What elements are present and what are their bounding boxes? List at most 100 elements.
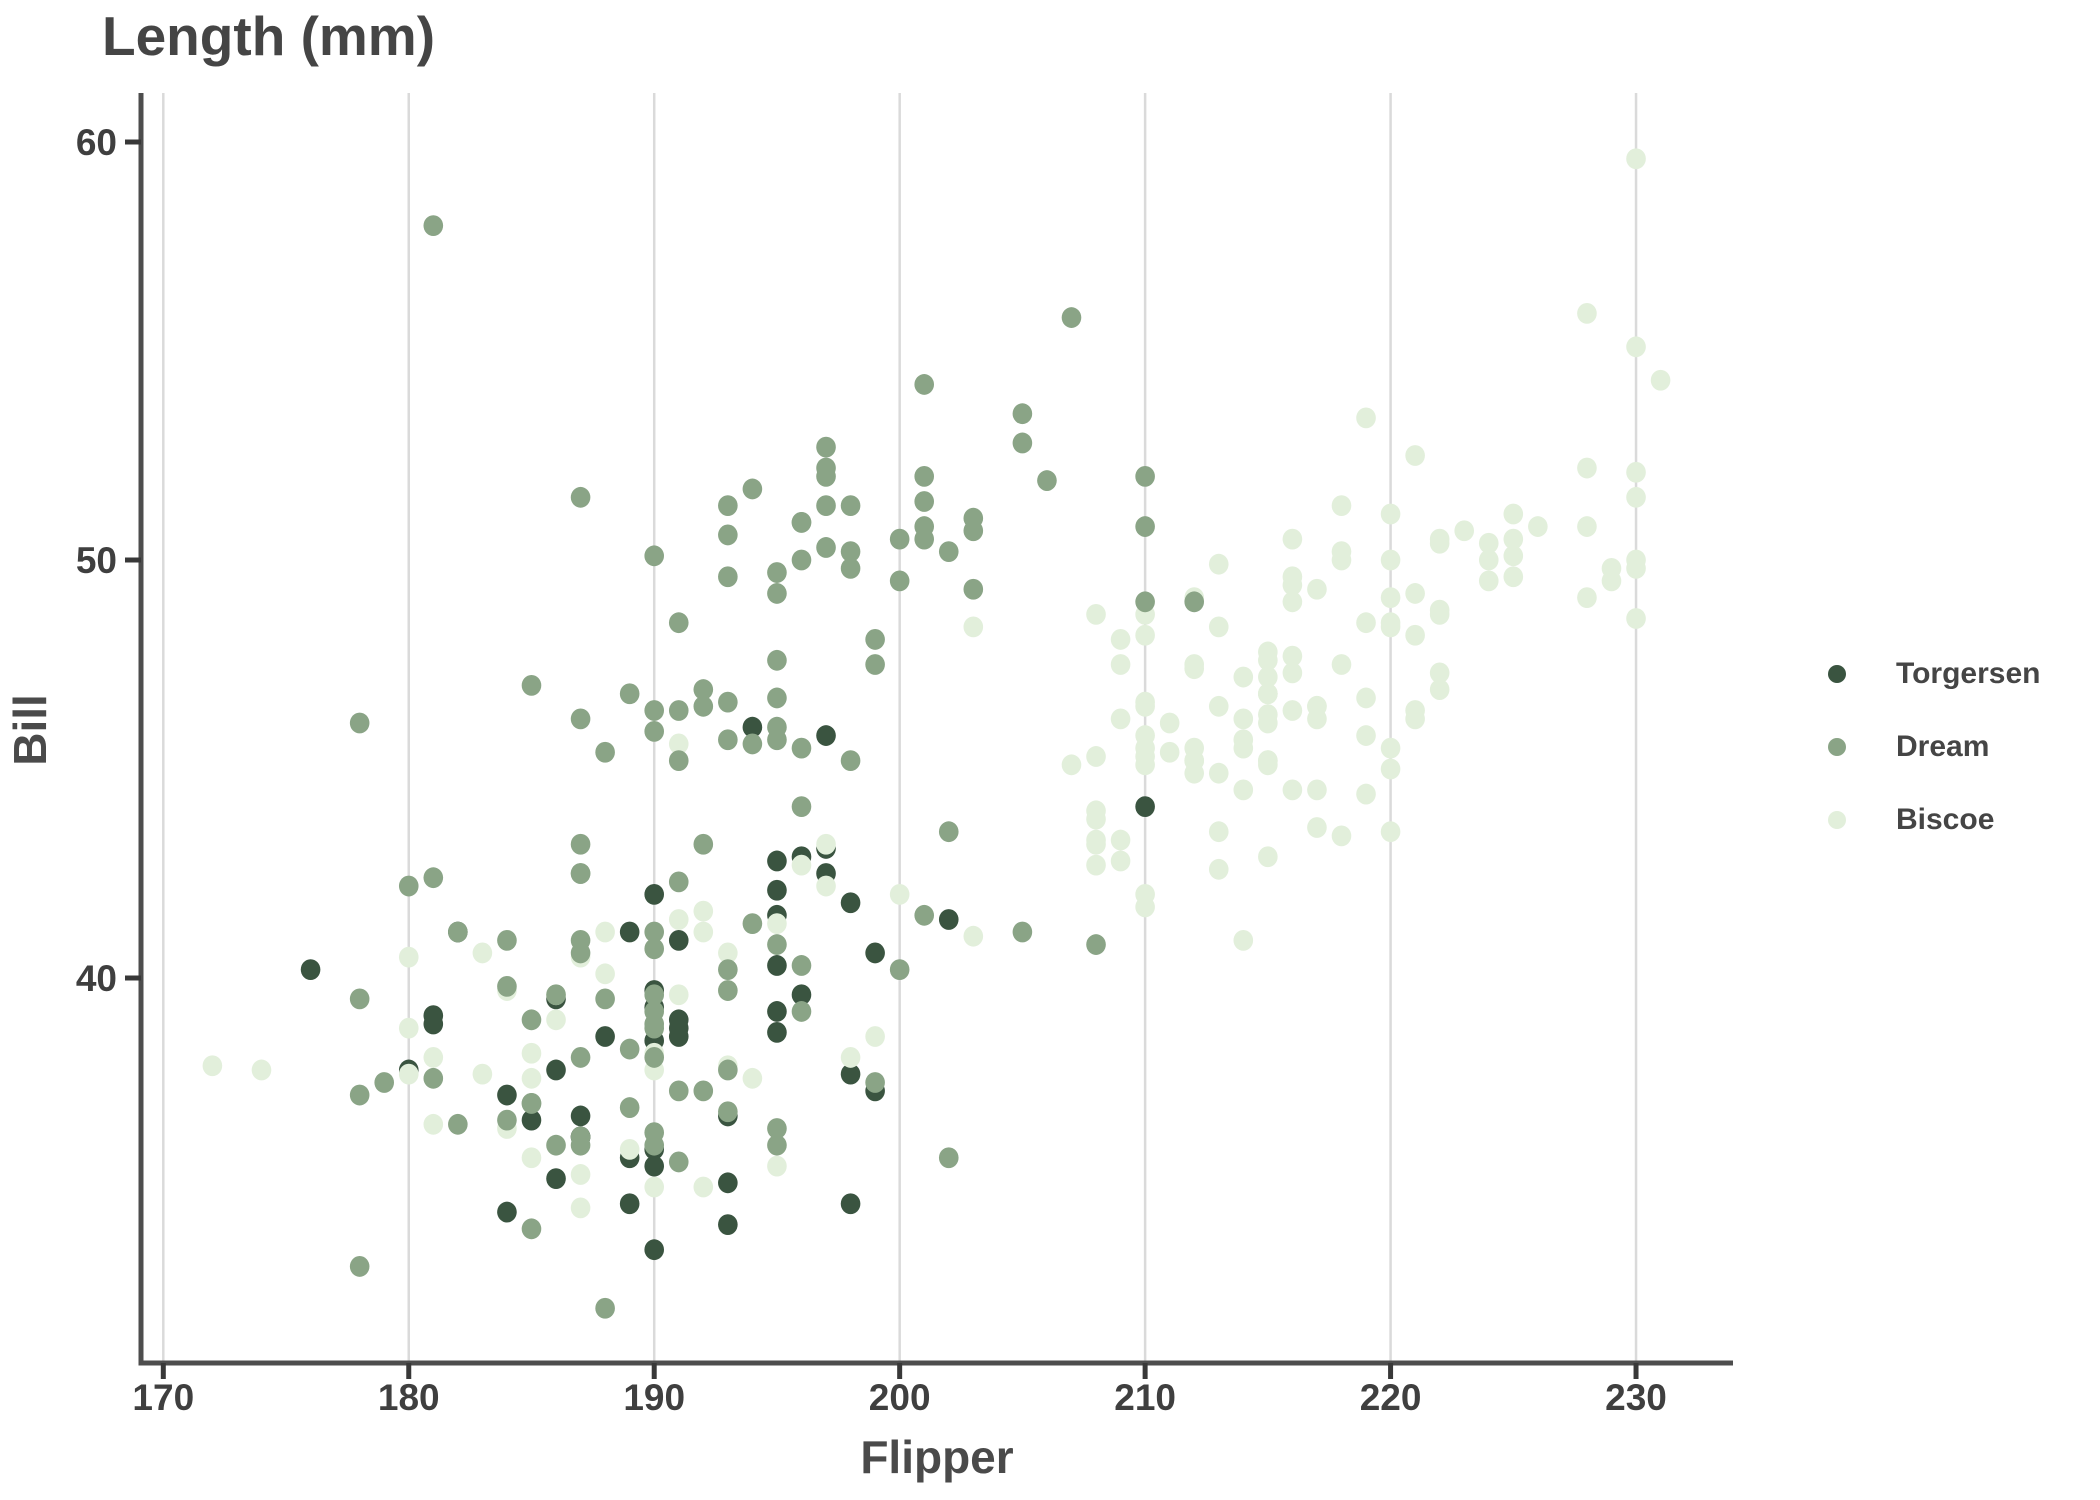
data-point xyxy=(840,750,861,772)
data-point xyxy=(1110,829,1131,851)
data-point xyxy=(1135,754,1155,776)
data-point xyxy=(619,1193,640,1215)
data-point xyxy=(1331,654,1352,675)
data-point xyxy=(1356,783,1376,805)
data-point xyxy=(1086,746,1106,767)
data-point xyxy=(644,984,665,1006)
data-point xyxy=(718,959,738,981)
data-point xyxy=(791,1001,812,1022)
data-point xyxy=(938,821,959,843)
data-point xyxy=(1233,729,1254,751)
x-axis-title: Flipper xyxy=(860,1431,1014,1483)
data-point xyxy=(644,1155,665,1177)
data-point xyxy=(1577,587,1597,609)
data-point xyxy=(767,1021,787,1043)
data-point xyxy=(497,975,517,997)
data-point xyxy=(644,938,665,960)
data-point xyxy=(816,457,836,479)
data-point xyxy=(423,1047,444,1068)
data-point xyxy=(1356,725,1376,746)
data-point xyxy=(619,683,640,705)
data-point xyxy=(546,1009,566,1031)
data-point xyxy=(767,913,787,935)
data-point xyxy=(202,1055,223,1077)
data-point xyxy=(1086,808,1106,830)
data-point xyxy=(1577,302,1597,324)
data-point xyxy=(644,545,665,567)
data-point xyxy=(1282,700,1303,721)
data-point xyxy=(816,725,836,746)
data-point xyxy=(1503,545,1524,567)
data-point xyxy=(1626,148,1646,170)
data-point xyxy=(865,1026,885,1047)
data-point xyxy=(521,1147,542,1169)
data-point xyxy=(693,1080,714,1102)
data-point xyxy=(1478,532,1499,554)
data-point xyxy=(546,984,566,1006)
data-point xyxy=(693,695,714,717)
data-point xyxy=(472,942,493,964)
data-point xyxy=(1429,599,1450,621)
x-tick-label: 200 xyxy=(869,1377,931,1418)
data-point xyxy=(570,1047,591,1068)
data-point xyxy=(1184,654,1205,675)
data-point xyxy=(1380,549,1401,571)
data-point xyxy=(1086,854,1106,876)
data-point xyxy=(865,1072,885,1093)
legend-label: Biscoe xyxy=(1896,803,1995,836)
data-point xyxy=(1429,679,1450,700)
data-point xyxy=(1307,779,1327,801)
data-point xyxy=(1110,654,1131,675)
data-point xyxy=(816,537,836,558)
data-point xyxy=(595,1026,615,1047)
data-point xyxy=(1626,486,1646,508)
data-point xyxy=(1258,750,1278,772)
data-point xyxy=(349,1256,370,1277)
data-point xyxy=(1135,516,1155,537)
data-point xyxy=(816,436,836,458)
data-point xyxy=(767,1155,787,1177)
data-point xyxy=(1282,662,1303,684)
data-point xyxy=(767,1001,787,1022)
data-point xyxy=(865,942,885,964)
data-point xyxy=(1110,708,1131,730)
data-point xyxy=(1626,461,1646,483)
data-point xyxy=(570,863,591,884)
data-point xyxy=(865,654,885,675)
data-point xyxy=(349,988,370,1010)
data-point xyxy=(840,495,861,517)
data-point xyxy=(423,1113,444,1135)
data-point xyxy=(1577,516,1597,537)
data-point xyxy=(718,1101,738,1123)
data-point xyxy=(521,1093,542,1114)
data-point xyxy=(1380,503,1401,525)
data-point xyxy=(1233,779,1254,801)
data-point xyxy=(1258,666,1278,688)
data-point xyxy=(718,1214,738,1236)
data-point xyxy=(963,520,984,542)
data-point xyxy=(1380,587,1401,609)
data-point xyxy=(718,524,738,546)
data-point xyxy=(1503,503,1524,525)
data-point xyxy=(767,1118,787,1139)
data-point xyxy=(398,946,419,968)
data-point xyxy=(595,921,615,943)
data-point xyxy=(1380,758,1401,780)
data-point xyxy=(570,1134,591,1156)
data-point xyxy=(1135,796,1155,818)
data-point xyxy=(668,700,689,721)
data-point xyxy=(840,892,861,914)
data-point xyxy=(1208,821,1229,843)
data-point xyxy=(767,562,787,583)
data-point xyxy=(668,733,689,755)
x-tick-label: 190 xyxy=(623,1377,685,1418)
data-point xyxy=(1307,817,1327,838)
data-point xyxy=(546,1134,566,1156)
data-point xyxy=(1159,712,1180,734)
data-point xyxy=(619,1138,640,1160)
data-point xyxy=(398,1017,419,1039)
data-point xyxy=(718,1059,738,1081)
data-point xyxy=(1405,445,1425,466)
data-point xyxy=(767,649,787,671)
